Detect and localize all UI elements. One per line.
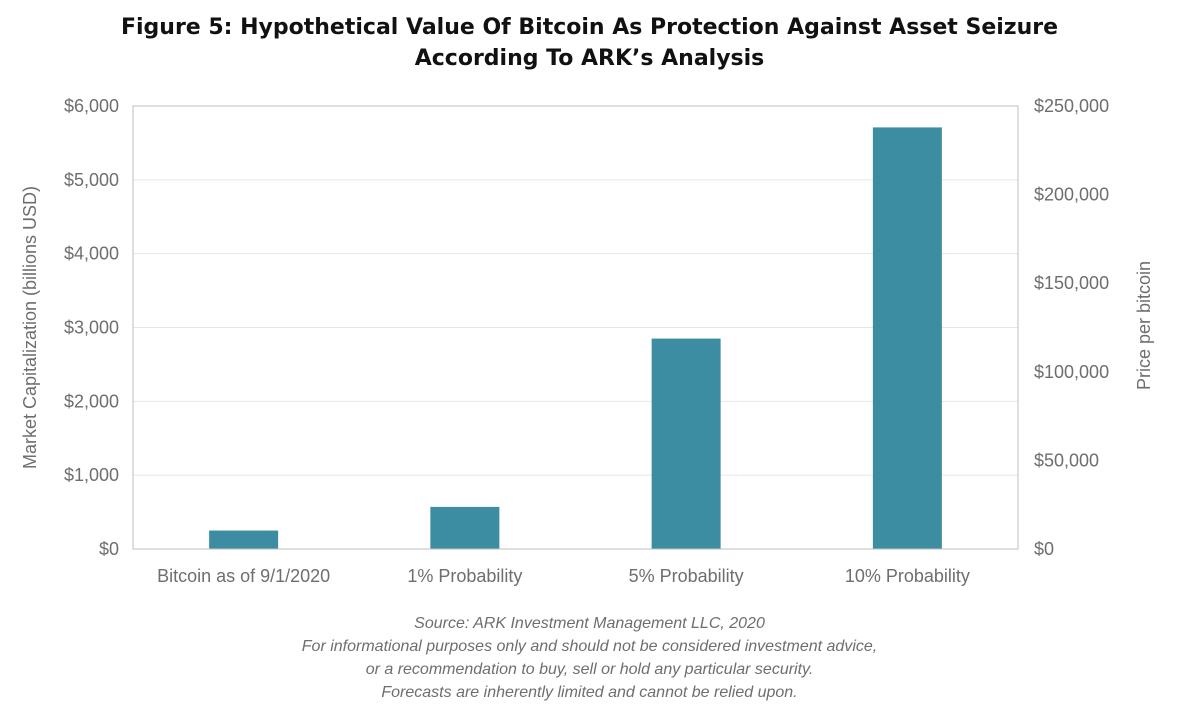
right-axis-ticks: $0 $50,000 $100,000 $150,000 $200,000 $250,00…: [1034, 96, 1109, 559]
source-note: Source: ARK Investment Management LLC, 2…: [0, 612, 1179, 704]
bar: [209, 530, 279, 549]
x-tick-label: 5% Probability: [629, 566, 744, 586]
y-tick-label: $2,000: [64, 391, 119, 411]
bars: [209, 127, 942, 549]
y2-tick-label: $0: [1034, 539, 1054, 559]
bar: [872, 127, 942, 549]
y2-tick-label: $150,000: [1034, 273, 1109, 293]
y2-tick-label: $250,000: [1034, 96, 1109, 116]
source-line-1: Source: ARK Investment Management LLC, 2…: [414, 615, 765, 632]
x-tick-label: 10% Probability: [845, 566, 970, 586]
y2-axis-label: Price per bitcoin: [1134, 261, 1154, 390]
bar: [651, 338, 721, 549]
y-tick-label: $3,000: [64, 318, 119, 338]
y2-tick-label: $50,000: [1034, 450, 1099, 470]
title-line-2: According To ARK’s Analysis: [414, 46, 765, 71]
y-axis-label: Market Capitalization (billions USD): [20, 186, 40, 469]
gridlines: [133, 179, 1018, 476]
y-tick-label: $0: [99, 539, 119, 559]
x-tick-label: Bitcoin as of 9/1/2020: [157, 566, 330, 586]
disclaimer-line-3: Forecasts are inherently limited and can…: [381, 684, 798, 701]
chart-title: Figure 5: Hypothetical Value Of Bitcoin …: [0, 12, 1179, 74]
left-axis-ticks: $0 $1,000 $2,000 $3,000 $4,000 $5,000 $6,000: [64, 96, 119, 559]
bar-chart: $0 $1,000 $2,000 $3,000 $4,000 $5,000 $6,000 $…: [20, 96, 1154, 586]
y2-tick-label: $100,000: [1034, 362, 1109, 382]
plot-frame: [132, 105, 1019, 550]
y-tick-label: $4,000: [64, 244, 119, 264]
x-tick-label: 1% Probability: [407, 566, 522, 586]
title-line-1: Figure 5: Hypothetical Value Of Bitcoin …: [120, 15, 1059, 40]
disclaimer-line-1: For informational purposes only and shou…: [301, 638, 878, 655]
y-tick-label: $6,000: [64, 96, 119, 116]
y2-tick-label: $200,000: [1034, 185, 1109, 205]
disclaimer-line-2: or a recommendation to buy, sell or hold…: [365, 661, 814, 678]
y-tick-label: $1,000: [64, 465, 119, 485]
y-tick-label: $5,000: [64, 170, 119, 190]
bar: [430, 506, 500, 549]
x-axis-ticks: Bitcoin as of 9/1/2020 1% Probability 5% P…: [157, 566, 970, 586]
